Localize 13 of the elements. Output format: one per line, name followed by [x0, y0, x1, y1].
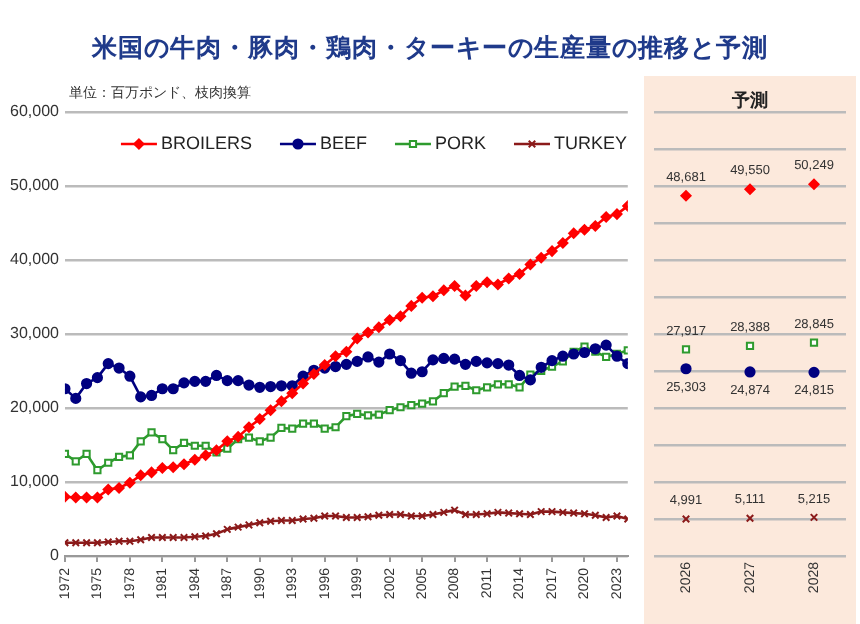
legend-label: PORK [434, 132, 487, 153]
chart-title: 米国の牛肉・豚肉・鶏肉・ターキーの生産量の推移と予測 [89, 32, 770, 66]
y-tick-label: 20,000 [10, 398, 61, 417]
legend-label: BEEF [319, 132, 368, 153]
y-tick-label: 0 [50, 546, 61, 565]
y-tick-label: 40,000 [10, 250, 61, 269]
y-tick-label: 30,000 [10, 324, 61, 343]
y-tick-label: 50,000 [10, 176, 61, 195]
y-tick-label: 60,000 [10, 102, 61, 121]
legend-label: BROILERS [160, 132, 252, 153]
chart-title: 予測 [730, 89, 770, 114]
legend-label: TURKEY [553, 132, 628, 153]
y-tick-label: 10,000 [10, 472, 61, 491]
